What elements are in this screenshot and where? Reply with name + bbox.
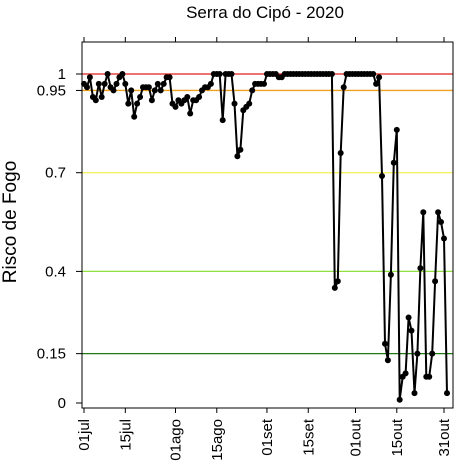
data-point — [411, 390, 418, 397]
data-point — [122, 80, 129, 87]
data-point — [172, 103, 179, 110]
data-point — [417, 265, 424, 272]
data-point — [145, 84, 152, 91]
data-point — [131, 113, 138, 120]
data-point — [376, 74, 383, 81]
data-point — [128, 87, 135, 94]
data-point — [157, 87, 164, 94]
data-point — [390, 159, 397, 166]
data-point — [187, 110, 194, 117]
x-tick-label: 15out — [389, 418, 406, 456]
plot-frame — [81, 41, 454, 409]
x-tick-label: 01jul — [76, 419, 93, 451]
data-point — [405, 314, 412, 321]
data-point — [429, 350, 436, 357]
data-point — [414, 350, 421, 357]
data-point — [219, 117, 226, 124]
y-axis: 0 0.15 0.4 0.7 0.951 — [37, 66, 82, 412]
y-tick-label: 0.4 — [45, 263, 66, 280]
data-point — [438, 219, 444, 225]
data-point — [387, 271, 394, 278]
data-point — [370, 71, 377, 77]
data-point — [110, 87, 117, 94]
y-tick-label: 0 — [58, 395, 66, 412]
data-point — [408, 327, 415, 334]
data-point — [328, 71, 335, 77]
y-tick-label: 0.95 — [37, 82, 66, 99]
data-point — [237, 146, 244, 153]
data-point — [98, 94, 105, 100]
series-layer — [81, 71, 450, 403]
data-point — [101, 80, 108, 87]
data-point — [444, 390, 450, 397]
data-point — [435, 209, 442, 216]
data-point — [393, 126, 400, 133]
data-point — [432, 278, 439, 285]
x-tick-label: 15jul — [117, 419, 134, 451]
data-point — [95, 80, 102, 87]
x-tick-label: 15ago — [209, 419, 226, 461]
data-point — [86, 74, 93, 81]
x-tick-label: 15set — [300, 418, 317, 456]
data-point — [261, 80, 267, 87]
x-tick-label: 01out — [347, 418, 364, 456]
y-tick-label: 0.15 — [37, 346, 66, 363]
data-point — [148, 97, 155, 104]
data-point — [331, 284, 338, 291]
data-point — [379, 173, 385, 179]
data-point — [113, 80, 120, 87]
data-point — [134, 100, 141, 107]
y-axis-label: Risco de Fogo — [0, 161, 21, 284]
y-tick-label: 0.7 — [45, 165, 66, 182]
data-point — [441, 235, 447, 242]
data-point — [137, 94, 144, 100]
data-point — [104, 71, 111, 77]
data-point — [119, 71, 126, 77]
data-point — [160, 80, 167, 87]
data-point — [249, 87, 256, 94]
data-point — [234, 153, 241, 160]
data-point — [340, 84, 347, 91]
data-point — [231, 100, 238, 107]
data-point — [402, 370, 409, 377]
x-tick-label: 31out — [436, 418, 453, 456]
data-point — [216, 71, 223, 77]
data-point — [228, 71, 235, 77]
x-tick-label: 01ago — [167, 419, 184, 461]
data-point — [151, 87, 158, 94]
data-point — [92, 97, 99, 104]
data-point — [84, 84, 90, 91]
series-line — [83, 73, 448, 401]
data-point — [373, 80, 380, 87]
data-point — [125, 100, 132, 107]
data-point — [166, 74, 173, 81]
data-point — [384, 357, 391, 364]
data-point — [382, 340, 388, 347]
data-point — [337, 150, 344, 156]
data-point — [196, 94, 203, 100]
data-point — [426, 373, 433, 380]
data-point — [396, 396, 403, 403]
data-point — [246, 100, 253, 107]
data-point — [184, 94, 191, 100]
data-point — [334, 278, 341, 285]
y-tick-label: 1 — [58, 66, 66, 83]
data-point — [154, 80, 161, 87]
data-point — [420, 209, 427, 216]
x-tick-label: 01set — [259, 418, 276, 456]
chart-title: Serra do Cipó - 2020 — [186, 3, 344, 22]
x-axis: 01jul 15jul 01ago 15ago 01set 15set 01out 15out… — [76, 37, 453, 461]
data-point — [207, 80, 214, 87]
